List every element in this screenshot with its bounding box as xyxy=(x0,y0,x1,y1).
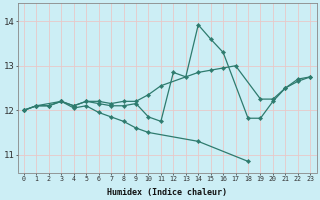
X-axis label: Humidex (Indice chaleur): Humidex (Indice chaleur) xyxy=(107,188,227,197)
